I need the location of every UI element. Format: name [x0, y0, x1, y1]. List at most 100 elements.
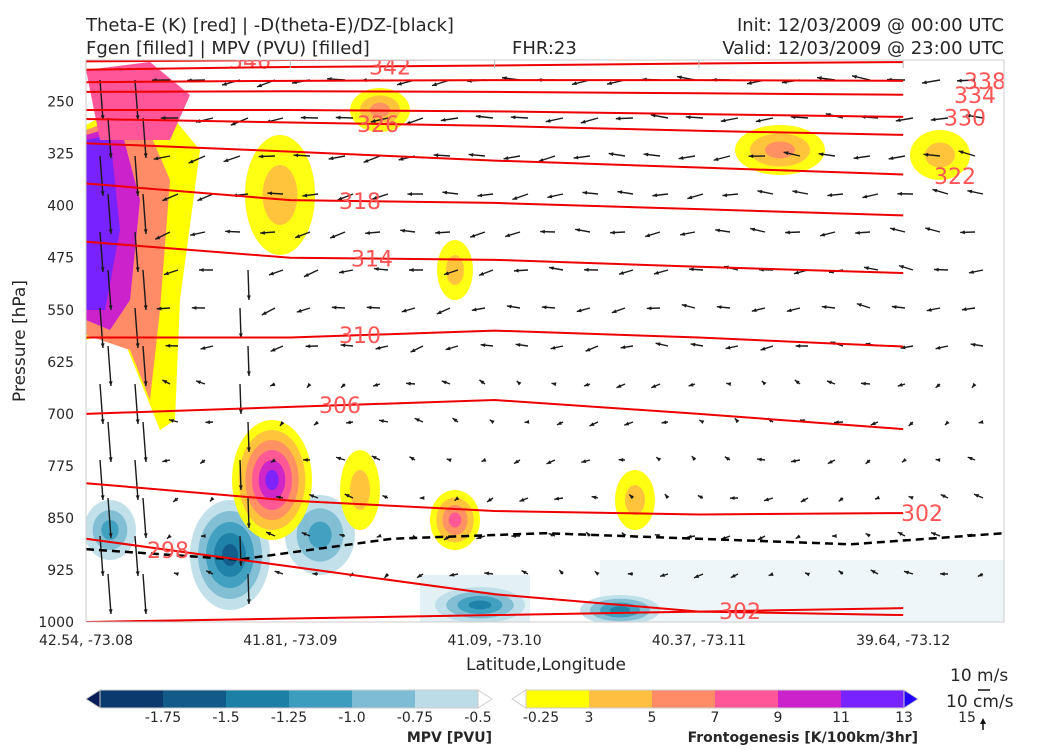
wind-vector	[142, 497, 147, 539]
wind-vector-head	[618, 457, 624, 462]
mpv-colorbar-swatch	[415, 690, 479, 708]
wind-vector-head	[480, 343, 486, 348]
wind-vector-head	[506, 304, 512, 309]
wind-vector-head	[820, 232, 826, 237]
wind-vector-head	[444, 271, 449, 276]
fgen-colorbar-swatch	[778, 690, 842, 708]
wind-vector-head	[934, 267, 939, 272]
wind-vector-head	[974, 494, 980, 498]
theta-e-contours: 346 3423383343303263223183143103063022983…	[86, 55, 1004, 622]
theta-e-contour-label: 342	[369, 55, 411, 80]
theta-e-contour-label: 306	[319, 394, 361, 419]
wind-vector-head	[591, 495, 597, 500]
wind-vector-head	[162, 458, 168, 463]
wind-vector-head	[267, 191, 273, 196]
wind-vector-head	[617, 190, 623, 195]
theta-e-contour	[86, 90, 904, 96]
wind-vector-head	[715, 228, 721, 233]
wind-vector-head	[874, 495, 880, 500]
wind-vector-head	[619, 271, 624, 275]
theta-e-contour-label: 314	[351, 248, 393, 273]
wind-vector-head	[865, 459, 871, 464]
wind-vector-head	[926, 307, 932, 312]
wind-vector-head	[786, 308, 792, 313]
wind-vector-head	[930, 117, 936, 122]
theta-e-contour	[86, 117, 904, 136]
wind-vector-head	[312, 572, 318, 576]
wind-vector-head	[747, 80, 752, 85]
wind-vector-head	[514, 268, 519, 273]
wind-vector-head	[477, 193, 483, 198]
wind-vector-head	[230, 121, 236, 126]
wind-vector-head	[363, 158, 369, 163]
wind-vector-head	[261, 311, 267, 315]
wind-vector-head	[436, 310, 442, 314]
wind-vector-head	[891, 305, 897, 309]
wind-vector-head	[143, 305, 148, 310]
wind-vector-head	[410, 348, 416, 353]
wind-vector-head	[445, 346, 451, 351]
wind-vector-head	[340, 343, 346, 348]
filled-fields	[86, 62, 1004, 622]
wind-vector-head	[206, 570, 212, 575]
wind-vector	[142, 421, 147, 463]
y-axis-label: Pressure [hPa]	[10, 280, 30, 402]
wind-vector-head	[196, 380, 201, 385]
wind-vector-head	[246, 371, 251, 376]
fgen-blob	[925, 142, 955, 168]
wind-vector-head	[726, 382, 732, 387]
wind-vector-head	[100, 571, 105, 576]
wind-vector-head	[967, 457, 973, 461]
wind-vector-head	[446, 458, 452, 463]
wind-vector-head	[400, 228, 406, 233]
theta-e-contour	[86, 79, 904, 84]
wind-vector-head	[680, 232, 686, 236]
wind-vector-head	[897, 532, 903, 536]
wind-vector-head	[556, 421, 562, 425]
wind-vector-head	[660, 573, 665, 577]
theta-e-contour-label: 334	[954, 84, 996, 109]
y-axis-ticks: 250 325 400 475 550 625 700 775 850 925 1000	[38, 95, 74, 631]
wind-vector-head	[365, 231, 370, 235]
wind-vector-head	[108, 533, 113, 538]
theta-e-contour	[86, 398, 904, 431]
wind-vector-head	[238, 485, 243, 490]
wind-vector	[99, 231, 104, 273]
wind-vector-head	[135, 495, 140, 500]
wind-vector-head	[409, 456, 415, 461]
wind-vector-head	[416, 573, 422, 578]
wind-vector-head	[908, 496, 914, 500]
wind-vector-head	[374, 267, 379, 271]
wind-vector-head	[897, 382, 903, 387]
wind-vector-head	[524, 419, 530, 424]
wind-vector-head	[838, 570, 844, 575]
wind-vector-head	[169, 418, 174, 423]
wind-vector-head	[977, 572, 983, 577]
wind-vector	[142, 573, 147, 615]
x-tick-label: 42.54, -73.08	[39, 633, 133, 649]
wind-vector-head	[481, 457, 487, 462]
wind-vector	[134, 459, 139, 501]
wind-vector-head	[479, 380, 485, 385]
wind-vector-head	[821, 305, 827, 309]
wind-vector-head	[344, 494, 350, 498]
wind-vector-head	[156, 306, 162, 311]
wind-vector-head	[516, 380, 522, 386]
wind-vector-head	[339, 533, 345, 538]
wind-vector-head	[108, 609, 113, 614]
fgen-colorbar-tick: 5	[648, 710, 657, 726]
wind-vector-head	[944, 420, 950, 426]
wind-vector-head	[551, 382, 557, 387]
wind-vector-head	[757, 189, 763, 194]
wind-vector-head	[238, 561, 243, 566]
wind-vector	[247, 421, 250, 453]
wind-vector-head	[382, 495, 388, 500]
wind-vector-head	[713, 157, 719, 161]
y-tick-label: 1000	[38, 615, 74, 631]
wind-vector-head	[173, 497, 179, 502]
wind-vector	[247, 497, 250, 529]
mpv-colorbar-label: MPV [PVU]	[407, 730, 492, 746]
wind-vector-head	[785, 230, 790, 235]
wind-vector-head	[379, 419, 385, 424]
wind-vector-head	[549, 266, 554, 271]
